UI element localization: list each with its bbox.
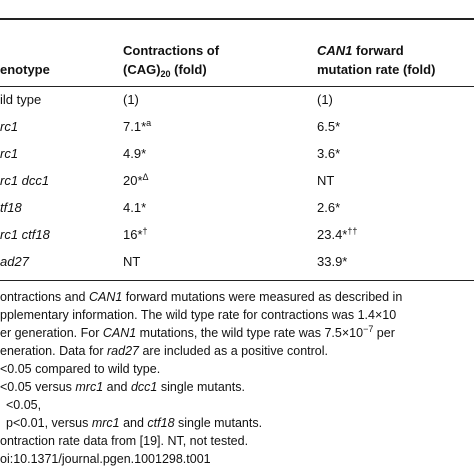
- table-cell: 23.4*††: [317, 226, 358, 243]
- footnote: pplementary information. The wild type r…: [0, 308, 396, 322]
- cell-text: 3.6*: [317, 146, 341, 161]
- header-text: (fold): [170, 62, 207, 77]
- table-cell: 20*Δ: [123, 172, 149, 189]
- fn-text: <0.05 compared to wild type.: [0, 362, 161, 376]
- fn-text: ctf18: [147, 416, 175, 430]
- fn-text: pplementary information. The wild type r…: [0, 308, 397, 322]
- cell-text: 4.9*: [123, 146, 147, 161]
- table-cell: (1): [317, 92, 333, 107]
- cell-sup: a: [146, 118, 152, 128]
- table-cell: rc1 dcc1: [0, 173, 49, 188]
- table-cell: rc1: [0, 119, 18, 134]
- footnote: ontraction rate data from [19]. NT, not …: [0, 434, 248, 448]
- fn-text: oi:10.1371/journal.pgen.1001298.t001: [0, 452, 211, 466]
- table-cell: 4.1*: [123, 200, 146, 215]
- cell-text: (1): [317, 92, 333, 107]
- fn-text: single mutants.: [157, 380, 245, 394]
- cell-text: 16*: [123, 227, 143, 242]
- cell-text: 23.4*: [317, 227, 348, 242]
- header-text: (CAG): [123, 62, 161, 77]
- fn-sup: −7: [363, 324, 374, 334]
- table-cell: 3.6*: [317, 146, 340, 161]
- cell-sup: Δ: [142, 172, 149, 182]
- cell-sup: †: [142, 226, 148, 236]
- cell-text: ad27: [0, 254, 29, 269]
- table-cell: NT: [123, 254, 140, 269]
- footnote: oi:10.1371/journal.pgen.1001298.t001: [0, 452, 211, 466]
- footnote: p<0.01, versus mrc1 and ctf18 single mut…: [6, 416, 262, 430]
- header-text: Contractions of: [123, 43, 220, 58]
- table-cell: tf18: [0, 200, 22, 215]
- table-cell: 2.6*: [317, 200, 340, 215]
- header-cell: CAN1 forward mutation rate (fold): [317, 41, 435, 79]
- cell-text: rc1: [0, 146, 19, 161]
- fn-text: and: [119, 416, 148, 430]
- cell-text: NT: [317, 173, 335, 188]
- fn-text: <0.05,: [6, 398, 42, 412]
- fn-text: ontractions and: [0, 290, 89, 304]
- table-cell: 4.9*: [123, 146, 146, 161]
- header-text: forward: [352, 43, 404, 58]
- bottom-rule: [0, 280, 474, 281]
- table-cell: rc1: [0, 146, 18, 161]
- table-cell: 16*†: [123, 226, 148, 243]
- footnote: ontractions and CAN1 forward mutations w…: [0, 290, 402, 304]
- cell-text: 20*: [123, 173, 143, 188]
- footnote: eneration. Data for rad27 are included a…: [0, 344, 328, 358]
- fn-text: CAN1: [102, 326, 137, 340]
- cell-text: rc1 ctf18: [0, 227, 50, 242]
- header-text: enotype: [0, 62, 50, 77]
- fn-text: mrc1: [91, 416, 120, 430]
- fn-text: <0.05 versus: [0, 380, 76, 394]
- fn-text: single mutants.: [174, 416, 263, 430]
- header-cell: Contractions of (CAG)20 (fold): [123, 41, 219, 79]
- footnote: <0.05,: [6, 398, 41, 412]
- fn-text: er generation. For: [0, 326, 103, 340]
- cell-text: rc1 dcc1: [0, 173, 50, 188]
- cell-text: 33.9*: [317, 254, 348, 269]
- fn-text: eneration. Data for: [0, 344, 108, 358]
- fn-text: mrc1: [75, 380, 104, 394]
- footnote: <0.05 versus mrc1 and dcc1 single mutant…: [0, 380, 245, 394]
- table-cell: rc1 ctf18: [0, 227, 50, 242]
- header-sub: 20: [160, 69, 171, 79]
- header-text: CAN1: [317, 43, 353, 58]
- header-text: mutation rate (fold): [317, 62, 436, 77]
- header-cell: enotype: [0, 60, 50, 79]
- table-cell: (1): [123, 92, 139, 107]
- cell-text: ild type: [0, 92, 42, 107]
- cell-text: rc1: [0, 119, 19, 134]
- cell-text: (1): [123, 92, 139, 107]
- fn-text: are included as a positive control.: [139, 344, 328, 358]
- table-cell: 7.1*a: [123, 118, 152, 135]
- fn-text: ontraction rate data from [19]. NT, not …: [0, 434, 249, 448]
- fn-text: mutations, the wild type rate was 7.5×10: [136, 326, 364, 340]
- fn-text: CAN1: [88, 290, 123, 304]
- table-cell: ad27: [0, 254, 29, 269]
- fn-text: per: [373, 326, 395, 340]
- cell-text: 2.6*: [317, 200, 341, 215]
- fn-text: rad27: [107, 344, 139, 358]
- fn-text: forward mutations were measured as descr…: [122, 290, 403, 304]
- footnote: er generation. For CAN1 mutations, the w…: [0, 324, 395, 341]
- header-rule: [0, 86, 474, 87]
- table-cell: ild type: [0, 92, 41, 107]
- footnote: <0.05 compared to wild type.: [0, 362, 160, 376]
- cell-text: NT: [123, 254, 141, 269]
- fn-text: dcc1: [130, 380, 158, 394]
- table-cell: 33.9*: [317, 254, 347, 269]
- top-rule: [0, 18, 474, 20]
- cell-text: 7.1*: [123, 119, 147, 134]
- table-cell: 6.5*: [317, 119, 340, 134]
- cell-text: 6.5*: [317, 119, 341, 134]
- cell-text: 4.1*: [123, 200, 147, 215]
- cell-text: tf18: [0, 200, 22, 215]
- table-cell: NT: [317, 173, 334, 188]
- fn-text: and: [103, 380, 131, 394]
- cell-sup: ††: [347, 226, 358, 236]
- fn-text: p<0.01, versus: [6, 416, 92, 430]
